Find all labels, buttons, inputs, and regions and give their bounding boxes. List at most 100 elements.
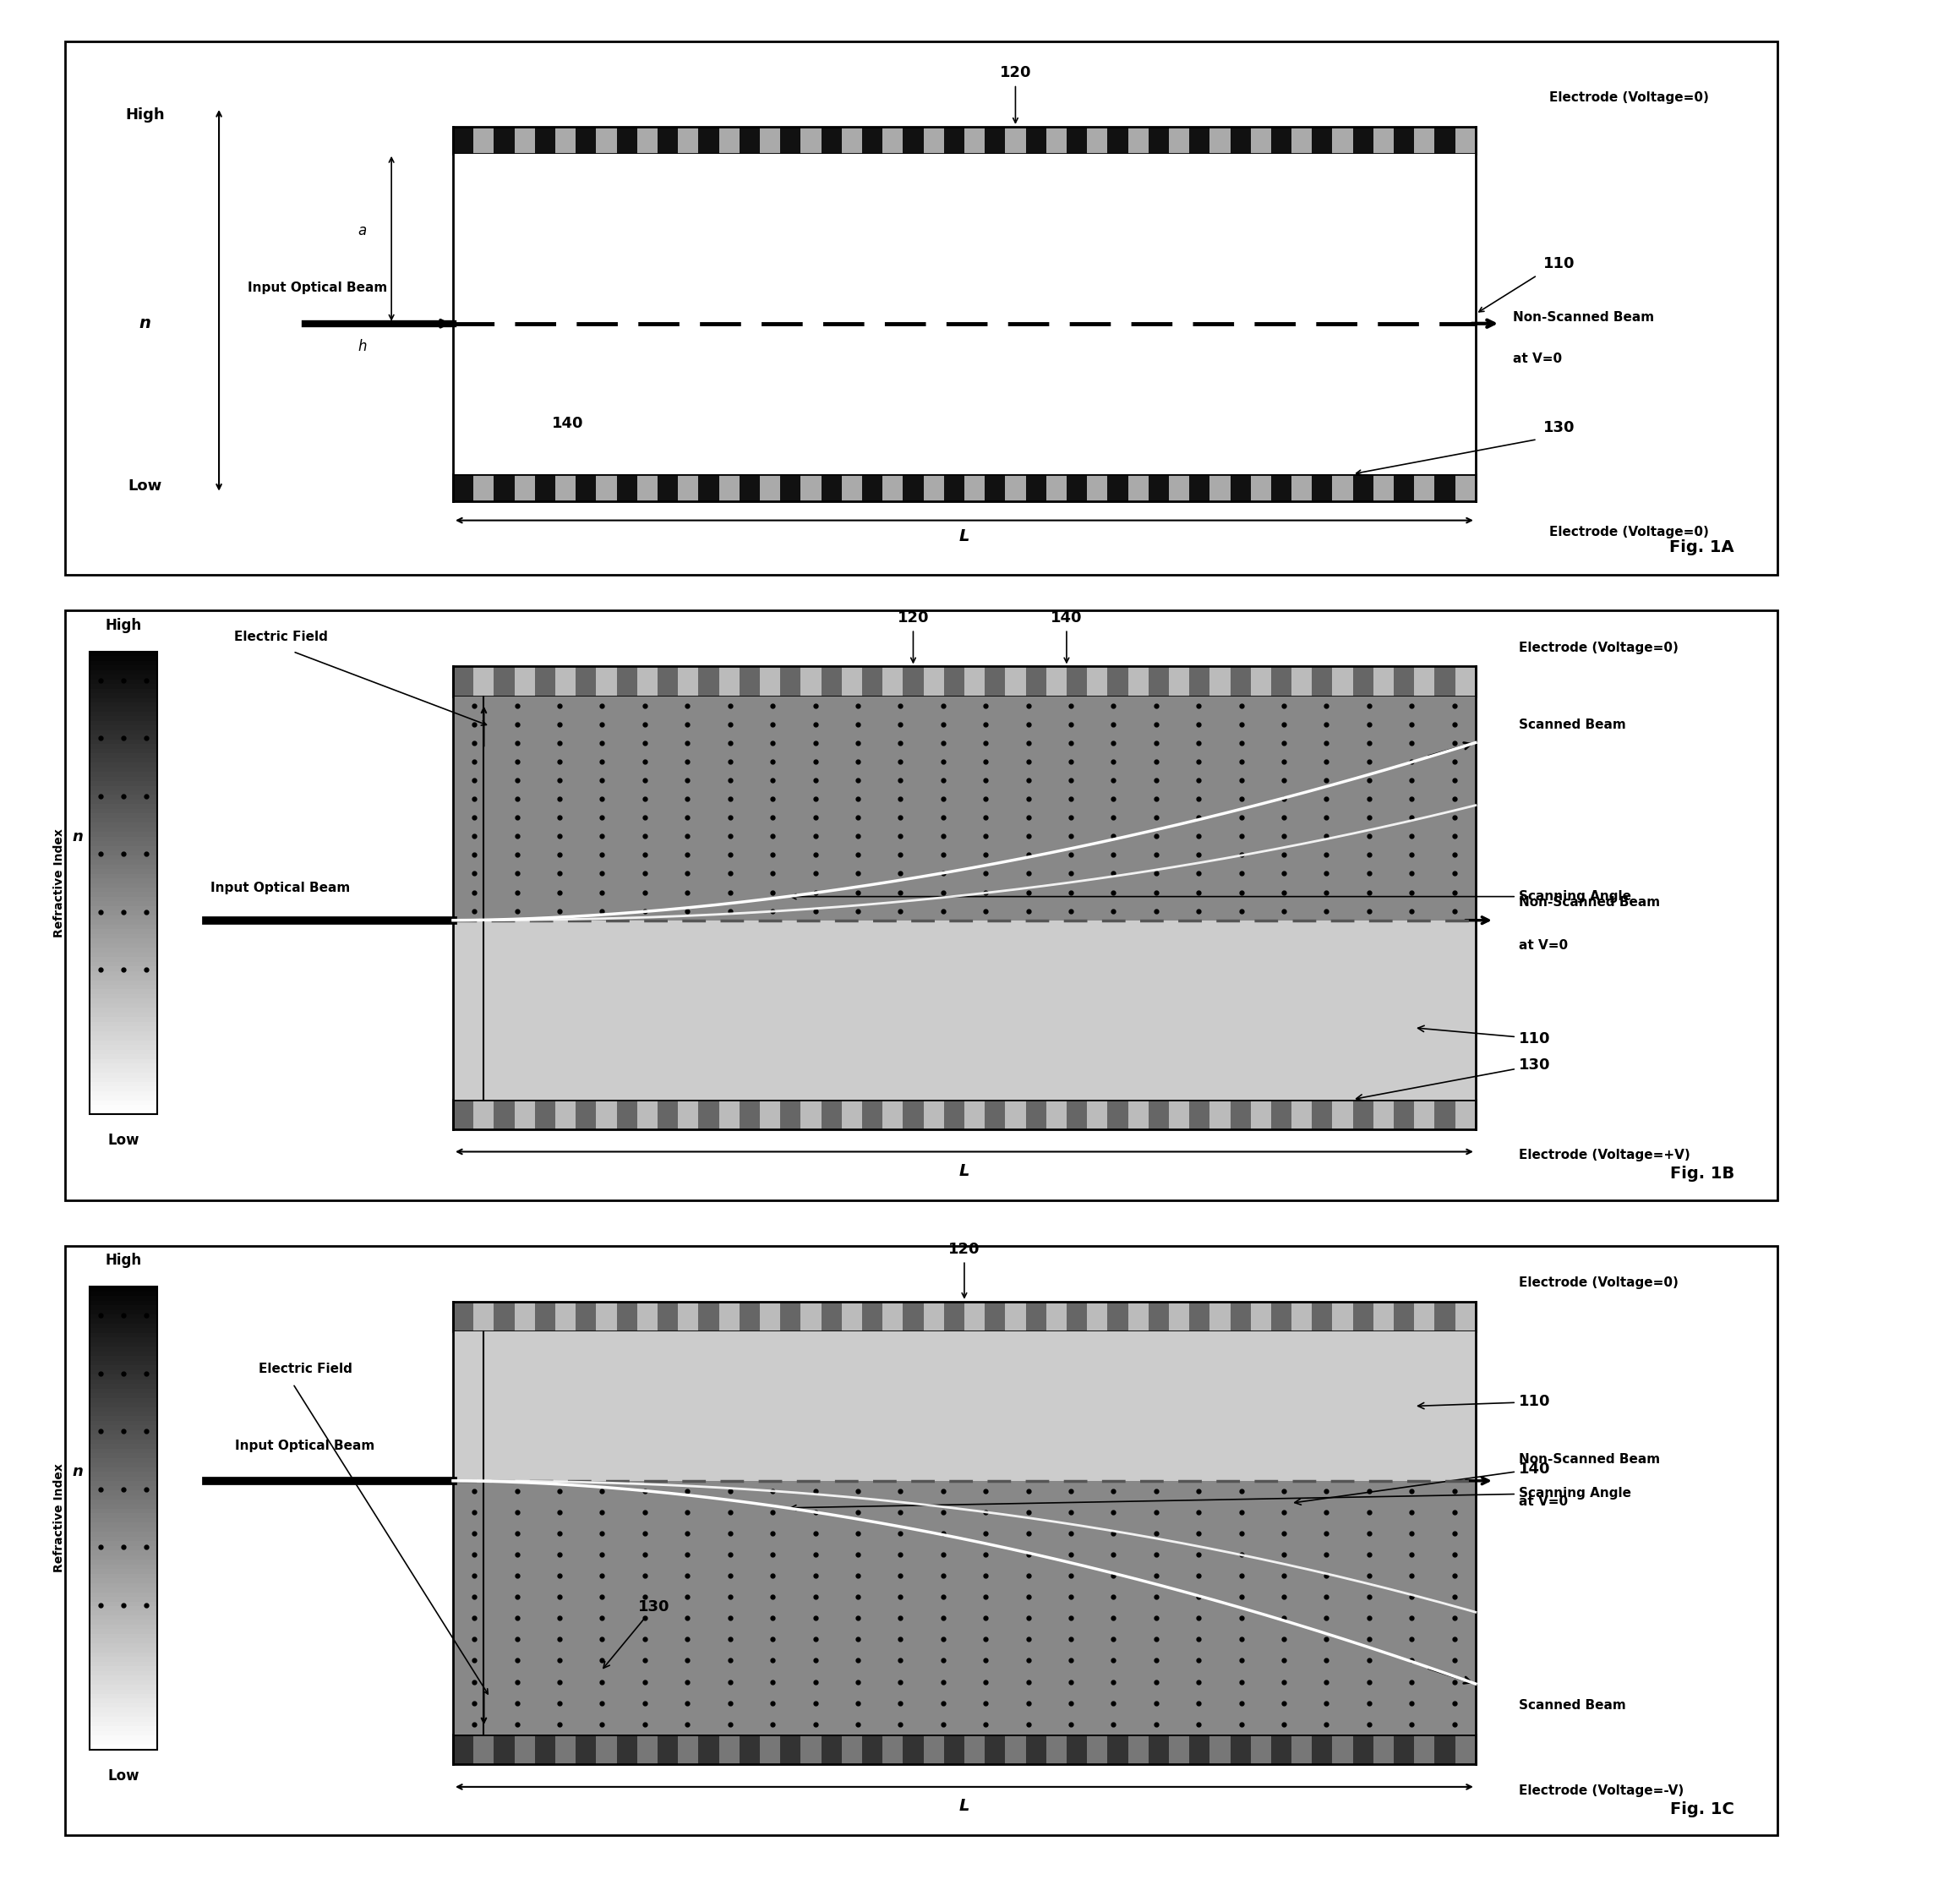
Bar <box>1435 1735 1454 1765</box>
Text: Electrode (Voltage=0): Electrode (Voltage=0) <box>1550 91 1709 104</box>
Bar <box>90 772 157 777</box>
Bar <box>90 1058 157 1064</box>
Bar <box>453 1100 474 1130</box>
Bar <box>1047 1303 1066 1331</box>
Bar <box>90 1651 157 1657</box>
Text: Electric Field: Electric Field <box>259 1363 353 1375</box>
Bar <box>1292 127 1311 154</box>
Bar <box>1231 1303 1250 1331</box>
Bar <box>1047 1735 1066 1765</box>
Bar <box>90 1003 157 1009</box>
Bar <box>555 1303 576 1331</box>
Bar <box>90 775 157 781</box>
Bar <box>698 1735 719 1765</box>
Bar <box>1066 667 1088 696</box>
Bar <box>90 1388 157 1394</box>
Bar <box>1292 1100 1311 1130</box>
Bar <box>90 1634 157 1638</box>
Bar <box>90 1304 157 1310</box>
Bar <box>904 667 923 696</box>
Bar <box>90 1105 157 1109</box>
Bar <box>90 1587 157 1593</box>
Bar <box>719 474 739 501</box>
Bar <box>1088 1303 1107 1331</box>
Text: Low: Low <box>127 478 163 493</box>
Bar <box>90 785 157 791</box>
Bar <box>1107 1735 1127 1765</box>
Text: L: L <box>958 529 970 544</box>
Bar <box>821 1100 841 1130</box>
Bar <box>923 1735 945 1765</box>
Bar <box>1209 1303 1231 1331</box>
Bar <box>576 1735 596 1765</box>
Bar <box>90 800 157 804</box>
Text: Input Optical Beam: Input Optical Beam <box>235 1439 374 1452</box>
Text: 140: 140 <box>1296 1462 1550 1505</box>
Bar <box>739 127 760 154</box>
Bar <box>596 474 617 501</box>
Bar <box>90 1031 157 1035</box>
Bar <box>90 901 157 906</box>
Bar <box>1107 1100 1127 1130</box>
Bar <box>453 667 474 696</box>
Bar <box>1088 127 1107 154</box>
Text: 140: 140 <box>1051 611 1082 626</box>
Bar <box>719 127 739 154</box>
Bar <box>678 127 698 154</box>
Bar <box>739 1303 760 1331</box>
Bar <box>90 749 157 753</box>
Bar <box>698 474 719 501</box>
Bar <box>1066 474 1088 501</box>
Bar <box>841 667 862 696</box>
Bar <box>90 1397 157 1403</box>
Bar <box>821 667 841 696</box>
Bar <box>90 1426 157 1430</box>
Bar <box>1394 667 1415 696</box>
Bar <box>90 1291 157 1297</box>
Bar <box>453 154 1476 474</box>
Bar <box>494 667 514 696</box>
Bar <box>637 1735 657 1765</box>
Bar <box>1149 127 1168 154</box>
Bar <box>1209 1100 1231 1130</box>
Bar <box>1333 1303 1352 1331</box>
Bar <box>862 1303 882 1331</box>
Bar <box>90 1361 157 1365</box>
Bar <box>90 874 157 878</box>
Bar <box>1272 474 1292 501</box>
Bar <box>90 684 157 688</box>
Bar <box>90 1468 157 1471</box>
Bar <box>90 1564 157 1570</box>
Bar <box>90 1615 157 1619</box>
Bar <box>1454 1100 1476 1130</box>
Bar <box>1047 1100 1066 1130</box>
Bar <box>1311 127 1333 154</box>
Bar <box>90 939 157 942</box>
Bar <box>90 1644 157 1648</box>
Bar <box>453 1303 1476 1331</box>
Bar <box>90 1545 157 1551</box>
Bar <box>617 667 637 696</box>
Bar <box>882 1735 904 1765</box>
Bar <box>576 127 596 154</box>
Bar <box>780 1100 802 1130</box>
Bar <box>90 1041 157 1045</box>
Bar <box>90 804 157 810</box>
Bar <box>964 1100 984 1130</box>
Bar <box>90 929 157 935</box>
Bar <box>1168 1100 1190 1130</box>
Bar <box>90 1722 157 1727</box>
Bar <box>923 667 945 696</box>
Bar <box>678 1303 698 1331</box>
Bar <box>90 1500 157 1504</box>
Text: Electrode (Voltage=+V): Electrode (Voltage=+V) <box>1519 1149 1690 1162</box>
Bar <box>678 474 698 501</box>
Text: 120: 120 <box>1000 64 1031 80</box>
Bar <box>90 1638 157 1644</box>
Bar <box>1454 1735 1476 1765</box>
Text: 120: 120 <box>949 1242 980 1257</box>
Bar <box>1127 474 1149 501</box>
Bar <box>90 1481 157 1486</box>
Bar <box>862 667 882 696</box>
Bar <box>802 1303 821 1331</box>
